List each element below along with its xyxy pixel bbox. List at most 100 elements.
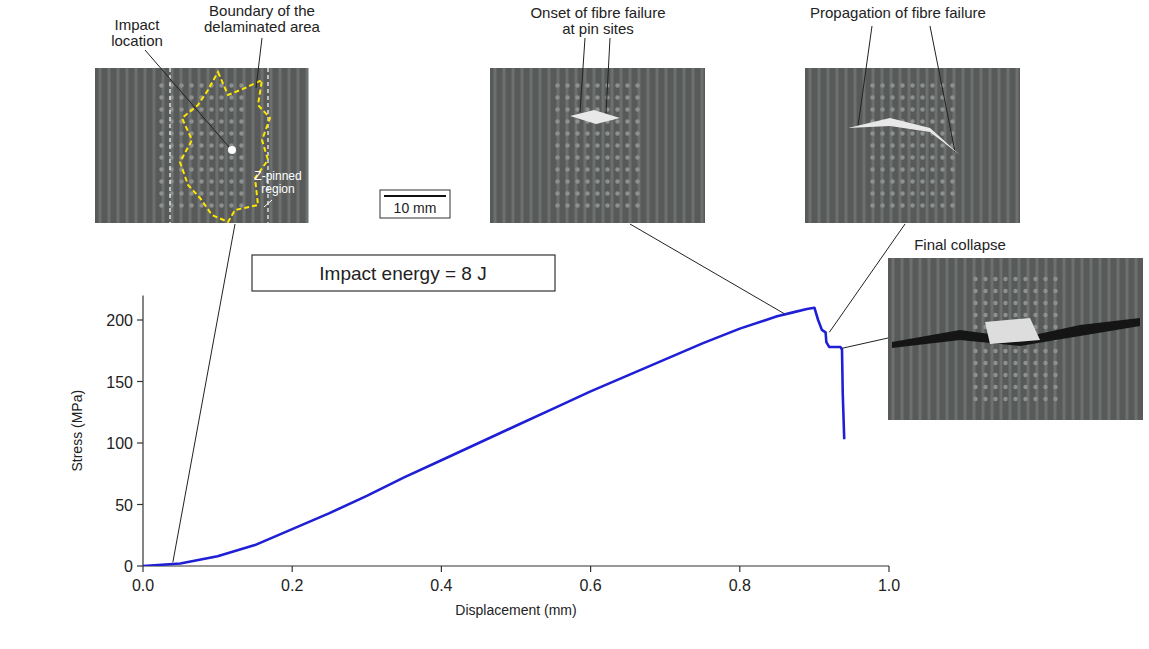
pin-site — [1013, 277, 1017, 281]
fibre-texture — [962, 68, 965, 223]
pin-site — [1013, 397, 1017, 401]
label-line: Impact — [114, 16, 160, 33]
pin-site — [179, 143, 183, 147]
pin-site — [870, 167, 874, 171]
pin-site — [940, 155, 944, 159]
fibre-texture — [1081, 258, 1084, 420]
fibre-texture — [521, 68, 524, 223]
pin-site — [625, 191, 629, 195]
fibre-texture — [620, 68, 623, 223]
fibre-texture — [827, 68, 830, 223]
pin-site — [1023, 301, 1027, 305]
pin-site — [950, 95, 954, 99]
pin-site — [625, 107, 629, 111]
pin-site — [585, 179, 589, 183]
pin-site — [1023, 373, 1027, 377]
fibre-texture — [153, 68, 156, 223]
pin-site — [1053, 349, 1057, 353]
pin-site — [973, 289, 977, 293]
pin-site — [900, 107, 904, 111]
pin-site — [575, 131, 579, 135]
pin-site — [930, 107, 934, 111]
fibre-texture — [126, 68, 129, 223]
pin-site — [625, 95, 629, 99]
x-tick — [142, 566, 143, 572]
label-line: Final collapse — [914, 236, 1006, 253]
x-tick — [441, 566, 442, 572]
fibre-texture — [854, 68, 857, 223]
pin-site — [950, 83, 954, 87]
pin-site — [595, 179, 599, 183]
fibre-texture — [108, 68, 111, 223]
pin-site — [595, 155, 599, 159]
pin-site — [1013, 301, 1017, 305]
pin-site — [229, 179, 233, 183]
photo-label: Z-pinnedregion — [254, 169, 301, 196]
leader-line — [829, 224, 905, 332]
pin-site — [239, 179, 243, 183]
stress-curve — [143, 308, 844, 566]
pin-site — [625, 143, 629, 147]
pin-site — [575, 167, 579, 171]
pin-site — [179, 95, 183, 99]
y-tick — [137, 319, 143, 320]
pin-site — [900, 167, 904, 171]
pin-site — [870, 203, 874, 207]
pin-site — [1053, 361, 1057, 365]
pin-site — [605, 167, 609, 171]
pin-site — [940, 167, 944, 171]
pin-site — [565, 179, 569, 183]
pin-site — [219, 179, 223, 183]
fibre-texture — [144, 68, 147, 223]
pin-site — [870, 191, 874, 195]
pin-site — [219, 119, 223, 123]
x-tick-label: 0.2 — [281, 577, 303, 594]
pin-site — [930, 143, 934, 147]
pin-site — [973, 301, 977, 305]
pin-site — [635, 203, 639, 207]
label-line: 50 — [115, 497, 133, 514]
pin-site — [219, 155, 223, 159]
pin-site — [910, 107, 914, 111]
pin-site — [910, 131, 914, 135]
pin-site — [595, 191, 599, 195]
pin-site — [209, 203, 213, 207]
pin-site — [199, 131, 203, 135]
pin-site — [910, 203, 914, 207]
pin-site — [1033, 397, 1037, 401]
pin-site — [565, 191, 569, 195]
pin-site — [219, 191, 223, 195]
pin-site — [880, 95, 884, 99]
pin-site — [900, 143, 904, 147]
pin-site — [1003, 277, 1007, 281]
pin-site — [595, 131, 599, 135]
pin-site — [983, 397, 987, 401]
pin-site — [219, 95, 223, 99]
pin-site — [1053, 289, 1057, 293]
photo-bg — [888, 258, 1143, 420]
photo-bg — [95, 68, 308, 223]
pin-site — [890, 167, 894, 171]
pin-site — [993, 277, 997, 281]
pin-site — [189, 203, 193, 207]
pin-site — [219, 131, 223, 135]
label-line: location — [111, 32, 163, 49]
photo-title: Propagation of fibre failure — [810, 4, 986, 21]
pin-site — [890, 203, 894, 207]
pin-site — [1023, 397, 1027, 401]
pin-site — [870, 143, 874, 147]
pin-site — [615, 119, 619, 123]
pin-site — [605, 179, 609, 183]
pin-site — [159, 167, 163, 171]
pin-site — [993, 361, 997, 365]
pin-site — [1003, 373, 1007, 377]
pin-site — [199, 167, 203, 171]
pin-site — [209, 119, 213, 123]
pin-site — [159, 131, 163, 135]
label-line: Propagation of fibre failure — [810, 4, 986, 21]
pin-site — [635, 107, 639, 111]
pin-site — [1013, 361, 1017, 365]
fibre-texture — [917, 68, 920, 223]
pin-site — [920, 131, 924, 135]
pin-site — [973, 397, 977, 401]
